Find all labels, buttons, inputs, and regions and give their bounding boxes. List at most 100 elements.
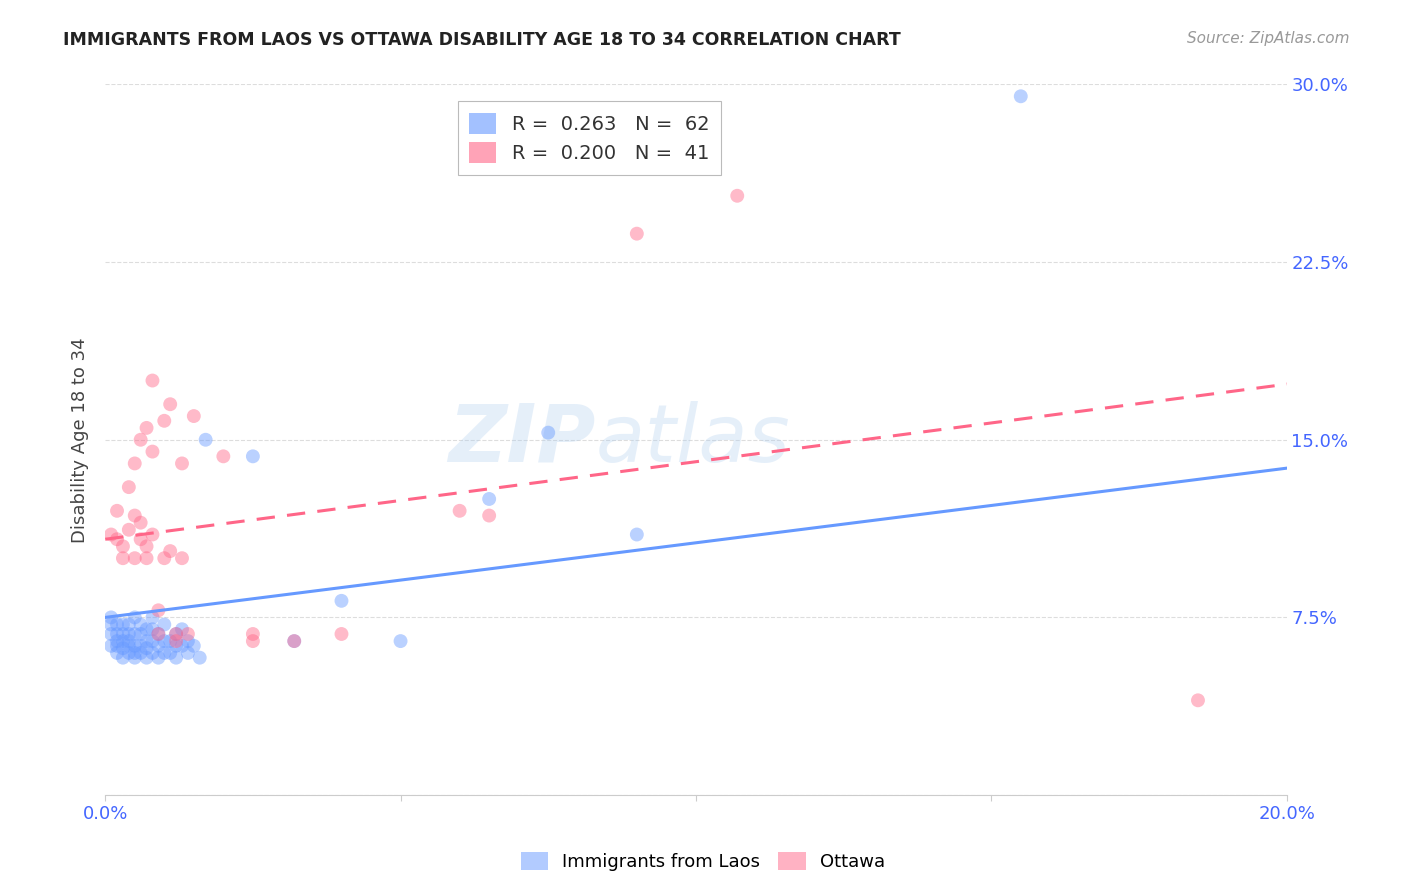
Point xyxy=(141,610,163,624)
Point xyxy=(129,646,152,660)
Point xyxy=(153,551,176,566)
Point xyxy=(194,433,217,447)
Point xyxy=(283,634,305,648)
Point xyxy=(105,627,128,641)
Point xyxy=(129,617,152,632)
Point xyxy=(129,433,152,447)
Point xyxy=(242,634,264,648)
Point xyxy=(478,491,501,506)
Point xyxy=(100,627,122,641)
Point xyxy=(153,646,176,660)
Point xyxy=(129,533,152,547)
Point xyxy=(111,634,134,648)
Point xyxy=(124,457,146,471)
Point xyxy=(111,641,134,656)
Point xyxy=(148,627,170,641)
Point xyxy=(177,634,200,648)
Point xyxy=(105,634,128,648)
Point xyxy=(100,610,122,624)
Point xyxy=(165,627,187,641)
Point xyxy=(135,421,157,435)
Point xyxy=(124,610,146,624)
Point xyxy=(165,639,187,653)
Point xyxy=(100,527,122,541)
Point xyxy=(183,639,205,653)
Point xyxy=(159,646,181,660)
Point xyxy=(124,639,146,653)
Legend: Immigrants from Laos, Ottawa: Immigrants from Laos, Ottawa xyxy=(513,845,893,879)
Point xyxy=(1187,693,1209,707)
Point xyxy=(118,639,141,653)
Point xyxy=(153,414,176,428)
Point xyxy=(124,551,146,566)
Point xyxy=(141,634,163,648)
Point xyxy=(165,650,187,665)
Point xyxy=(183,409,205,423)
Point xyxy=(118,646,141,660)
Point xyxy=(111,617,134,632)
Point xyxy=(153,634,176,648)
Point xyxy=(118,634,141,648)
Point xyxy=(135,650,157,665)
Point xyxy=(100,639,122,653)
Point xyxy=(626,227,648,241)
Point xyxy=(330,594,353,608)
Point xyxy=(141,622,163,636)
Point xyxy=(188,650,211,665)
Point xyxy=(148,627,170,641)
Point xyxy=(165,627,187,641)
Point xyxy=(141,527,163,541)
Point xyxy=(242,627,264,641)
Point xyxy=(148,639,170,653)
Point xyxy=(165,634,187,648)
Legend: R =  0.263   N =  62, R =  0.200   N =  41: R = 0.263 N = 62, R = 0.200 N = 41 xyxy=(457,102,721,175)
Point xyxy=(148,603,170,617)
Point xyxy=(170,622,193,636)
Point xyxy=(177,627,200,641)
Point xyxy=(124,508,146,523)
Point xyxy=(111,650,134,665)
Y-axis label: Disability Age 18 to 34: Disability Age 18 to 34 xyxy=(72,337,89,542)
Point xyxy=(129,639,152,653)
Point xyxy=(105,639,128,653)
Point xyxy=(330,627,353,641)
Point xyxy=(170,457,193,471)
Point xyxy=(153,617,176,632)
Point xyxy=(170,551,193,566)
Point xyxy=(141,374,163,388)
Point xyxy=(159,397,181,411)
Point xyxy=(283,634,305,648)
Point xyxy=(135,641,157,656)
Point xyxy=(159,634,181,648)
Point xyxy=(129,627,152,641)
Point xyxy=(118,617,141,632)
Point xyxy=(159,544,181,558)
Point xyxy=(135,551,157,566)
Point xyxy=(242,450,264,464)
Point xyxy=(118,627,141,641)
Point xyxy=(105,617,128,632)
Point xyxy=(389,634,412,648)
Point xyxy=(118,523,141,537)
Point xyxy=(725,188,748,202)
Point xyxy=(478,508,501,523)
Point xyxy=(212,450,235,464)
Point xyxy=(141,444,163,458)
Point xyxy=(111,627,134,641)
Point xyxy=(105,504,128,518)
Text: IMMIGRANTS FROM LAOS VS OTTAWA DISABILITY AGE 18 TO 34 CORRELATION CHART: IMMIGRANTS FROM LAOS VS OTTAWA DISABILIT… xyxy=(63,31,901,49)
Point xyxy=(105,533,128,547)
Text: atlas: atlas xyxy=(596,401,790,479)
Point xyxy=(626,527,648,541)
Point xyxy=(148,650,170,665)
Text: Source: ZipAtlas.com: Source: ZipAtlas.com xyxy=(1187,31,1350,46)
Text: ZIP: ZIP xyxy=(449,401,596,479)
Point xyxy=(129,516,152,530)
Point xyxy=(1010,89,1032,103)
Point xyxy=(177,646,200,660)
Point xyxy=(135,634,157,648)
Point xyxy=(105,646,128,660)
Point xyxy=(111,551,134,566)
Point xyxy=(124,650,146,665)
Point xyxy=(124,646,146,660)
